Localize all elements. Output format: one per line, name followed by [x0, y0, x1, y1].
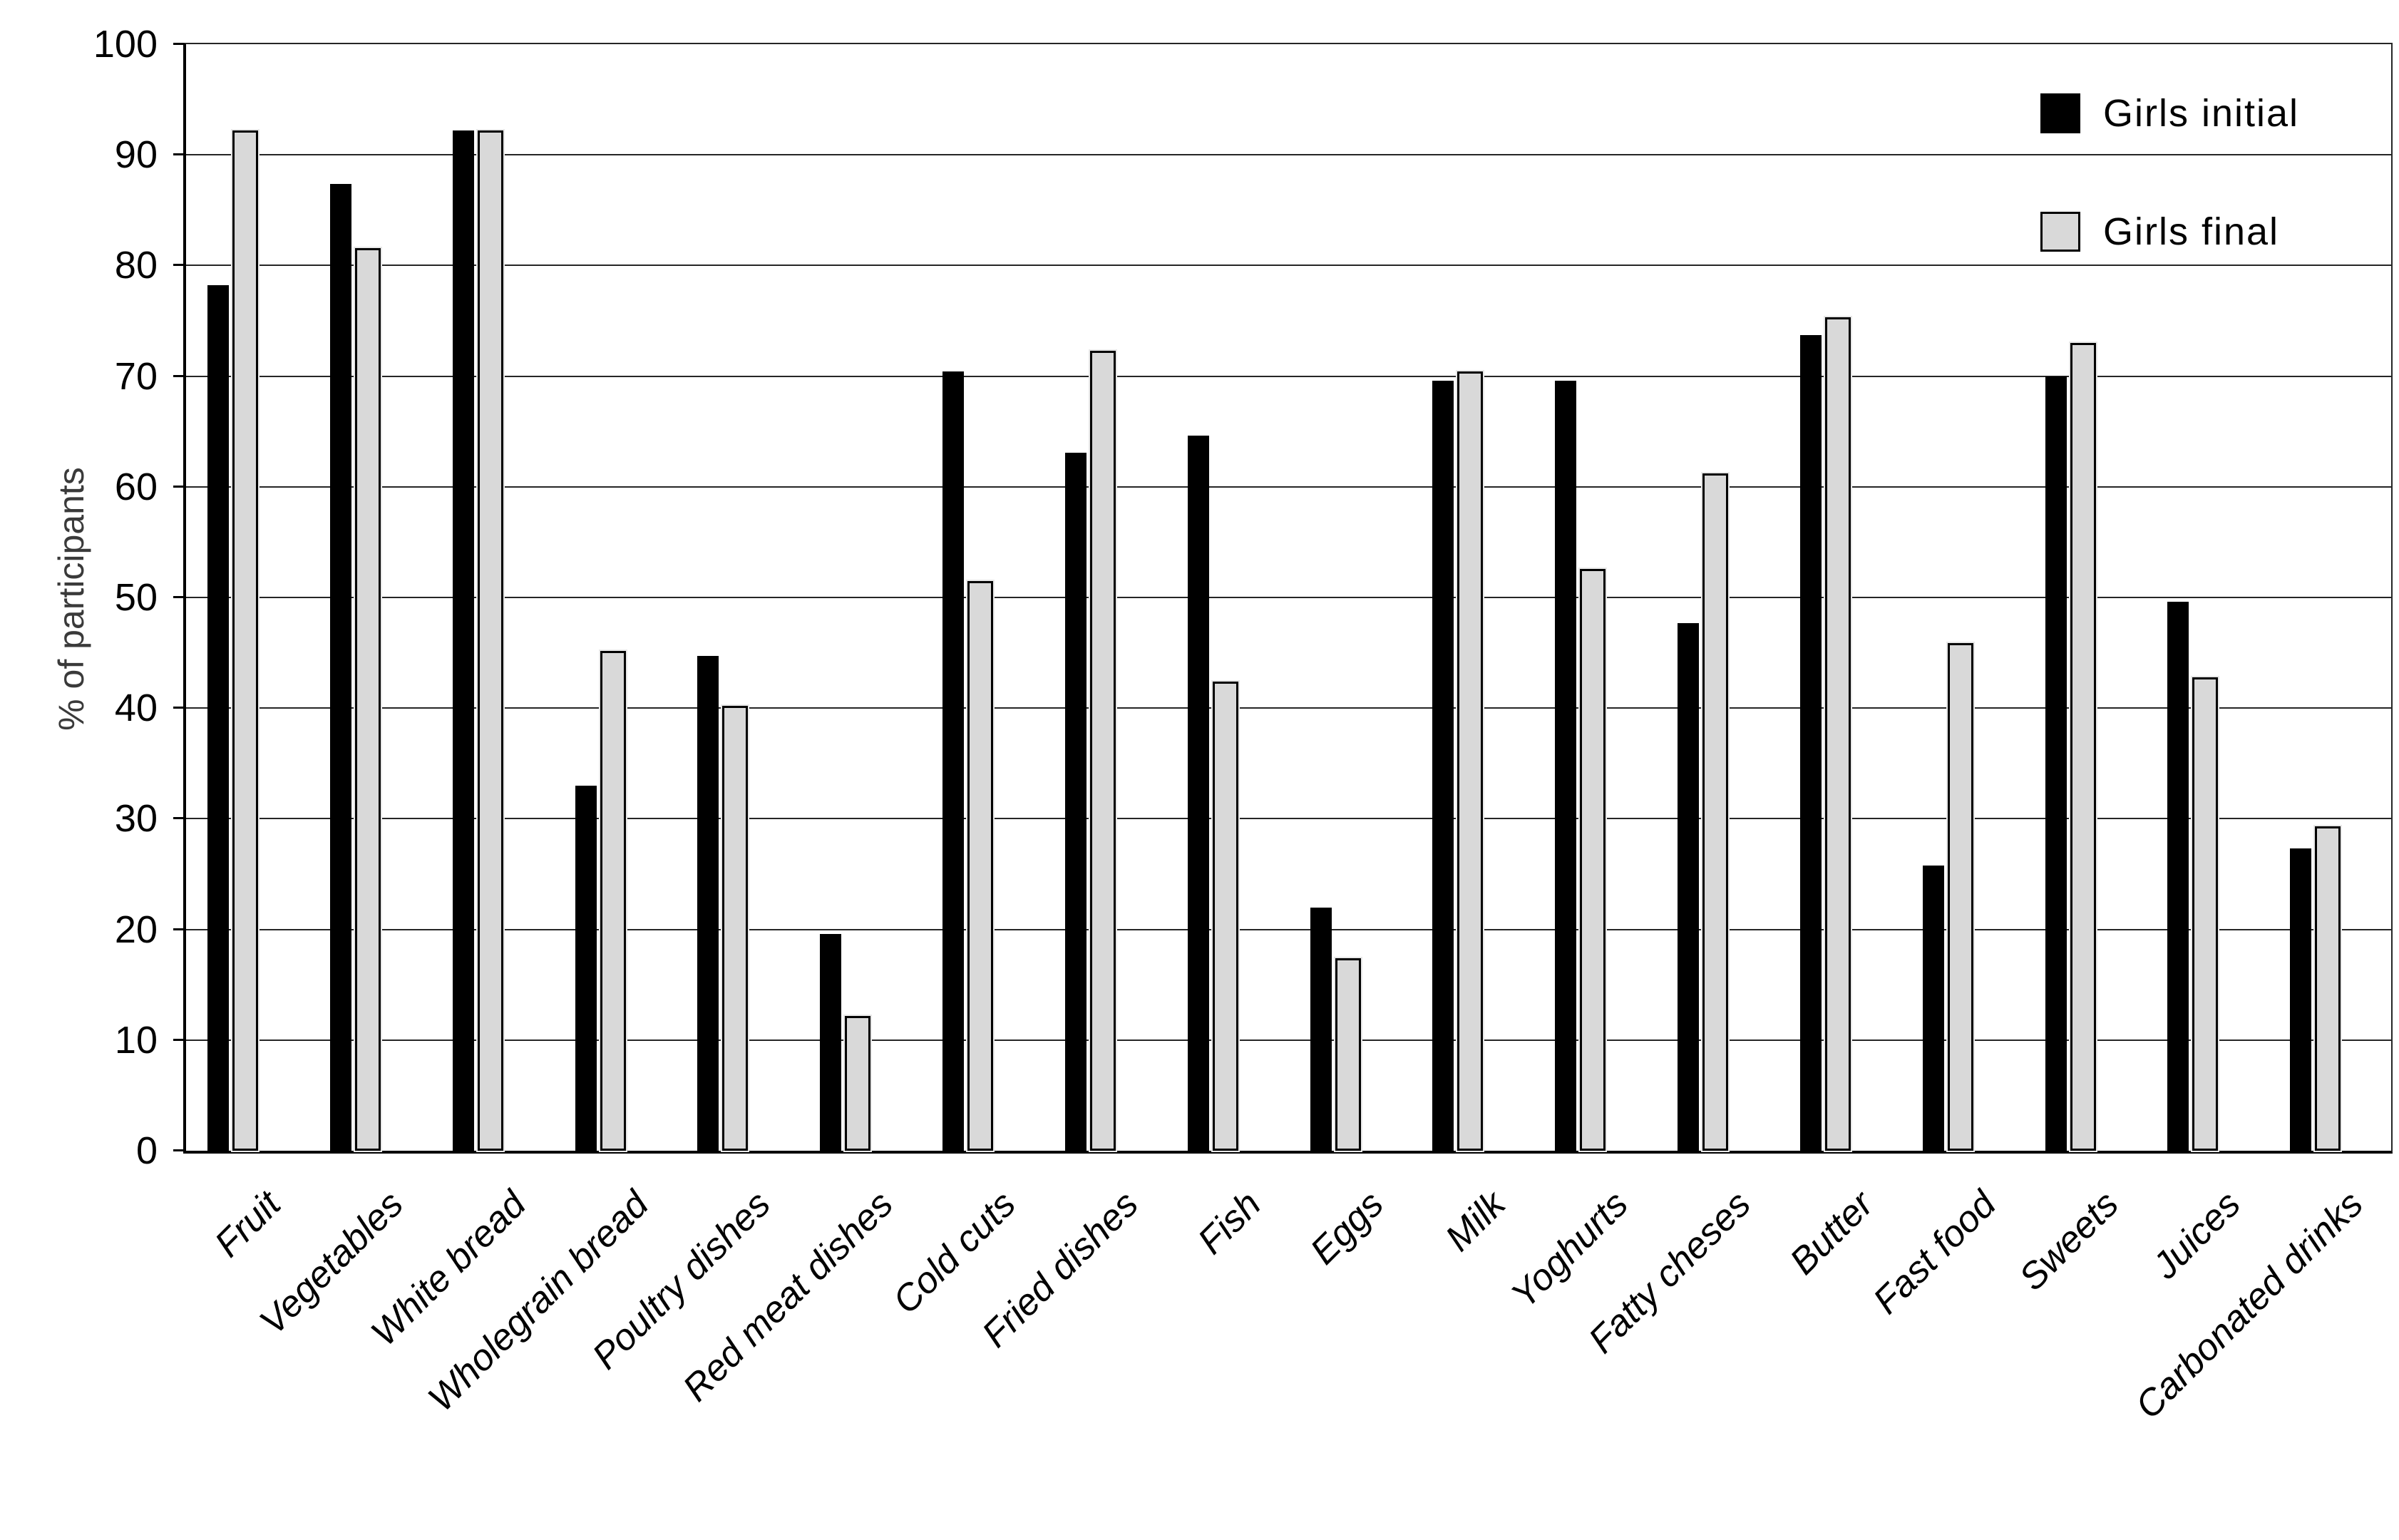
y-tick-100 — [173, 43, 183, 45]
bar-girls-final-fish — [1212, 681, 1238, 1151]
bar-girls-initial-white-bread — [452, 130, 474, 1151]
gridline-40 — [186, 707, 2391, 709]
gridline-60 — [186, 486, 2391, 488]
bar-girls-initial-fatty-cheses — [1678, 622, 1699, 1151]
bar-girls-initial-yoghurts — [1555, 380, 1577, 1151]
y-tick-90 — [173, 153, 183, 156]
gridline-10 — [186, 1039, 2391, 1041]
y-tick-label-90: 90 — [114, 133, 158, 177]
bar-girls-initial-vegetables — [329, 183, 351, 1151]
bar-girls-initial-fish — [1187, 436, 1209, 1151]
bar-girls-initial-fried-dishes — [1064, 452, 1087, 1151]
y-tick-label-0: 0 — [135, 1129, 158, 1172]
bar-girls-final-fatty-cheses — [1702, 473, 1728, 1151]
y-tick-70 — [173, 374, 183, 377]
bar-girls-initial-cold-cuts — [942, 371, 964, 1151]
bar-girls-final-red-meat-dishes — [845, 1015, 871, 1151]
bar-girls-final-milk — [1457, 371, 1484, 1151]
bar-girls-final-eggs — [1335, 958, 1361, 1151]
y-tick-80 — [173, 264, 183, 267]
bar-girls-final-wholegrain-bread — [600, 650, 626, 1151]
y-tick-30 — [173, 817, 183, 820]
bar-girls-initial-eggs — [1310, 907, 1332, 1151]
y-tick-10 — [173, 1038, 183, 1041]
y-tick-60 — [173, 485, 183, 488]
bar-girls-initial-fast-food — [1922, 865, 1944, 1151]
y-tick-label-70: 70 — [114, 354, 158, 398]
bar-girls-final-vegetables — [354, 247, 381, 1151]
bar-girls-final-yoghurts — [1580, 568, 1606, 1151]
y-tick-label-10: 10 — [114, 1018, 158, 1062]
legend-item-girls-final: Girls final — [2040, 210, 2299, 254]
bar-girls-final-juices — [2192, 677, 2219, 1151]
bar-girls-final-poultry-dishes — [722, 706, 749, 1151]
bar-girls-final-butter — [1824, 317, 1851, 1151]
gridline-30 — [186, 818, 2391, 820]
legend-label-girls-final: Girls final — [2103, 210, 2280, 253]
bar-girls-initial-milk — [1432, 380, 1454, 1151]
bar-girls-final-fried-dishes — [1089, 350, 1116, 1151]
y-tick-label-50: 50 — [114, 576, 158, 619]
bar-girls-initial-carbonated-drinks — [2290, 848, 2312, 1151]
bar-girls-final-white-bread — [477, 130, 503, 1151]
legend-swatch-girls-initial-icon — [2040, 93, 2080, 133]
y-tick-label-30: 30 — [114, 797, 158, 841]
y-tick-0 — [173, 1149, 183, 1151]
y-tick-label-60: 60 — [114, 465, 158, 508]
bar-girls-initial-sweets — [2045, 376, 2067, 1151]
bar-girls-initial-fruit — [207, 285, 229, 1151]
plot-area: 0 10 20 30 40 50 60 70 80 90 100 Fruit Vegetables Wh… — [93, 25, 2393, 1427]
y-tick-20 — [173, 928, 183, 930]
legend-label-girls-initial: Girls initial — [2103, 92, 2300, 135]
bar-girls-initial-juices — [2167, 602, 2189, 1151]
bar-girls-initial-butter — [1799, 335, 1822, 1151]
legend-item-girls-initial: Girls initial — [2040, 91, 2299, 135]
gridline-50 — [186, 597, 2391, 598]
gridline-70 — [186, 375, 2391, 377]
bar-girls-final-sweets — [2070, 343, 2096, 1151]
bar-girls-final-carbonated-drinks — [2315, 826, 2341, 1151]
legend-swatch-girls-final-icon — [2040, 212, 2080, 252]
gridline-90 — [186, 154, 2391, 156]
bar-girls-initial-red-meat-dishes — [820, 933, 842, 1151]
legend: Girls initial Girls final — [2040, 91, 2299, 328]
gridline-80 — [186, 265, 2391, 267]
bar-girls-final-fast-food — [1947, 642, 1973, 1151]
gridline-20 — [186, 928, 2391, 930]
y-tick-label-100: 100 — [93, 23, 158, 66]
bar-girls-initial-poultry-dishes — [697, 656, 719, 1151]
y-tick-50 — [173, 596, 183, 598]
bar-girls-initial-wholegrain-bread — [575, 785, 597, 1151]
y-tick-40 — [173, 707, 183, 709]
bar-girls-final-fruit — [232, 130, 258, 1151]
y-tick-label-40: 40 — [114, 687, 158, 730]
bar-girls-final-cold-cuts — [967, 580, 993, 1151]
y-tick-label-80: 80 — [114, 244, 158, 287]
y-tick-label-20: 20 — [114, 908, 158, 951]
